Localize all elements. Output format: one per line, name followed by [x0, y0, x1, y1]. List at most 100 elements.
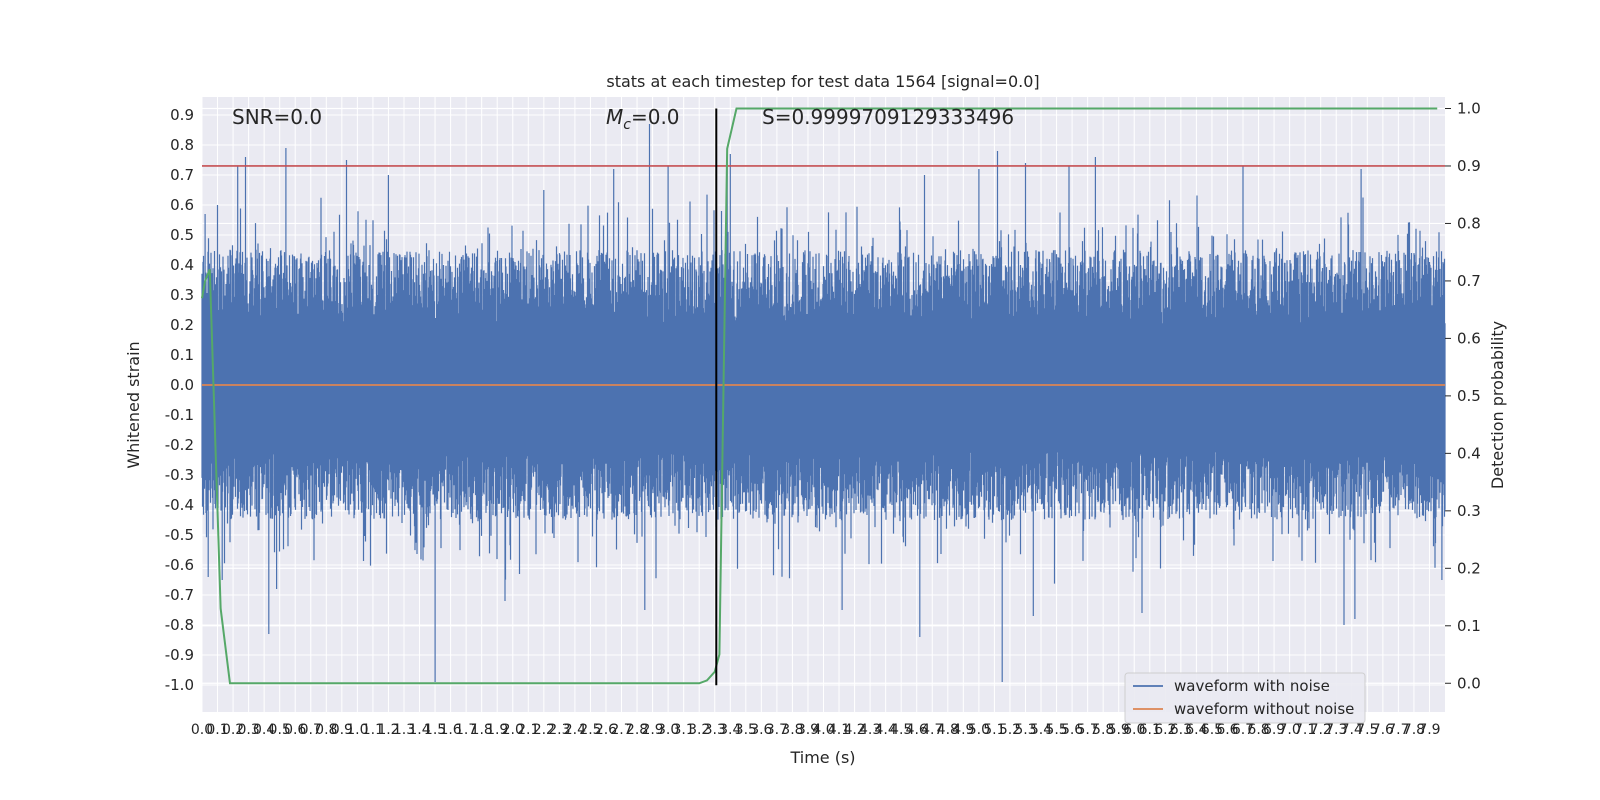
x-tick-label: 2.0 — [502, 722, 524, 738]
x-tick-label: 5.3 — [1014, 722, 1036, 738]
x-tick-label: 1.2 — [377, 722, 399, 738]
y-tick-label: 0.8 — [170, 136, 194, 154]
x-tick-label: 4.2 — [843, 722, 865, 738]
mc-subscript: c — [623, 117, 631, 133]
x-tick-label: 4.9 — [952, 722, 974, 738]
y-tick-label: 0.1 — [170, 346, 194, 364]
y-tick-label: -0.3 — [165, 466, 194, 484]
y2-tick-label: 0.9 — [1457, 157, 1481, 175]
y-tick-label: 0.2 — [170, 316, 194, 334]
y2-tick-labels: 0.0 0.1 0.2 0.3 0.4 0.5 0.6 0.7 0.8 0.9 1.0 — [1445, 99, 1481, 692]
y-tick-label: -1.0 — [165, 676, 194, 694]
x-tick-label: 0.4 — [253, 722, 275, 738]
x-tick-label: 3.8 — [781, 722, 803, 738]
x-tick-label: 6.9 — [1263, 722, 1285, 738]
y2-tick-label: 0.1 — [1457, 617, 1481, 635]
x-tick-label: 1.5 — [424, 722, 446, 738]
x-tick-label: 3.3 — [704, 722, 726, 738]
legend-box — [1124, 672, 1366, 724]
x-axis-label: Time (s) — [789, 748, 855, 767]
x-tick-label: 6.4 — [1185, 722, 1207, 738]
x-tick-label: 1.0 — [346, 722, 368, 738]
x-tick-label: 7.6 — [1372, 722, 1394, 738]
x-tick-label: 4.7 — [921, 722, 943, 738]
x-tick-label: 1.4 — [408, 722, 430, 738]
x-tick-label: 4.4 — [875, 722, 897, 738]
x-tick-label: 3.2 — [688, 722, 710, 738]
y-tick-label: -0.8 — [165, 616, 194, 634]
x-tick-label: 5.8 — [1092, 722, 1114, 738]
y-tick-label: 0.6 — [170, 196, 194, 214]
x-tick-label: 7.2 — [1310, 722, 1332, 738]
x-tick-label: 6.6 — [1216, 722, 1238, 738]
x-tick-label: 4.0 — [812, 722, 834, 738]
x-tick-label: 5.1 — [983, 722, 1005, 738]
x-tick-label: 6.0 — [1123, 722, 1145, 738]
x-tick-label: 7.3 — [1325, 722, 1347, 738]
x-tick-label: 2.4 — [564, 722, 586, 738]
chart-title: stats at each timestep for test data 156… — [606, 72, 1039, 91]
x-tick-label: 4.6 — [906, 722, 928, 738]
x-tick-label: 2.8 — [626, 722, 648, 738]
x-tick-label: 0.2 — [222, 722, 244, 738]
legend-label-waveform-with-noise: waveform with noise — [1174, 677, 1330, 695]
x-tick-label: 7.9 — [1418, 722, 1440, 738]
y-tick-label: -0.9 — [165, 646, 194, 664]
y-tick-label: -0.1 — [165, 406, 194, 424]
x-tick-label: 7.8 — [1403, 722, 1425, 738]
y-tick-label: 0.9 — [170, 106, 194, 124]
legend: waveform with noise waveform without noi… — [1124, 672, 1366, 724]
y-tick-label: 0.5 — [170, 226, 194, 244]
mc-value: =0.0 — [631, 105, 680, 129]
y2-axis-label: Detection probability — [1488, 321, 1507, 489]
y-tick-label: -0.2 — [165, 436, 194, 454]
x-tick-label: 3.9 — [797, 722, 819, 738]
x-tick-label: 1.9 — [486, 722, 508, 738]
x-tick-label: 6.2 — [1154, 722, 1176, 738]
x-tick-label: 0.8 — [315, 722, 337, 738]
x-tick-label: 2.3 — [548, 722, 570, 738]
x-tick-label: 0.3 — [237, 722, 259, 738]
x-tick-label: 2.5 — [579, 722, 601, 738]
x-tick-label: 2.1 — [517, 722, 539, 738]
x-tick-label: 3.6 — [750, 722, 772, 738]
x-tick-label: 5.4 — [1030, 722, 1052, 738]
y2-tick-label: 0.6 — [1457, 329, 1481, 347]
snr-annotation: SNR=0.0 — [232, 105, 322, 129]
x-tick-label: 6.7 — [1232, 722, 1254, 738]
y-tick-label: -0.6 — [165, 556, 194, 574]
x-tick-label: 2.9 — [641, 722, 663, 738]
x-tick-label: 1.6 — [439, 722, 461, 738]
x-tick-label: 4.5 — [890, 722, 912, 738]
x-tick-label: 3.4 — [719, 722, 741, 738]
x-tick-label: 1.8 — [471, 722, 493, 738]
legend-label-waveform-without-noise: waveform without noise — [1174, 700, 1354, 718]
x-tick-label: 4.3 — [859, 722, 881, 738]
x-tick-label: 6.1 — [1139, 722, 1161, 738]
x-tick-labels: 0.00.10.20.30.40.50.60.70.80.91.01.11.21… — [191, 722, 1441, 738]
y2-tick-label: 0.8 — [1457, 214, 1481, 232]
x-tick-label: 2.7 — [610, 722, 632, 738]
y-tick-label: -0.7 — [165, 586, 194, 604]
y-tick-label: 0.0 — [170, 376, 194, 394]
x-tick-label: 6.5 — [1201, 722, 1223, 738]
x-tick-label: 7.1 — [1294, 722, 1316, 738]
mc-symbol: M — [606, 105, 623, 129]
y-tick-labels: -1.0 -0.9 -0.8 -0.7 -0.6 -0.5 -0.4 -0.3 -0.2 -0.1… — [165, 106, 194, 694]
x-tick-label: 1.3 — [393, 722, 415, 738]
y2-tick-label: 0.5 — [1457, 387, 1481, 405]
x-tick-label: 1.7 — [455, 722, 477, 738]
x-tick-label: 5.2 — [999, 722, 1021, 738]
x-tick-label: 0.0 — [191, 722, 213, 738]
x-tick-label: 4.1 — [828, 722, 850, 738]
x-tick-label: 0.1 — [206, 722, 228, 738]
y-tick-label: -0.5 — [165, 526, 194, 544]
x-tick-label: 0.7 — [300, 722, 322, 738]
mc-annotation: Mc=0.0 — [606, 105, 680, 133]
y-tick-label: 0.4 — [170, 256, 194, 274]
x-tick-label: 5.6 — [1061, 722, 1083, 738]
x-tick-label: 0.5 — [269, 722, 291, 738]
x-tick-label: 7.4 — [1341, 722, 1363, 738]
s-annotation: S=0.9999709129333496 — [762, 105, 1014, 129]
